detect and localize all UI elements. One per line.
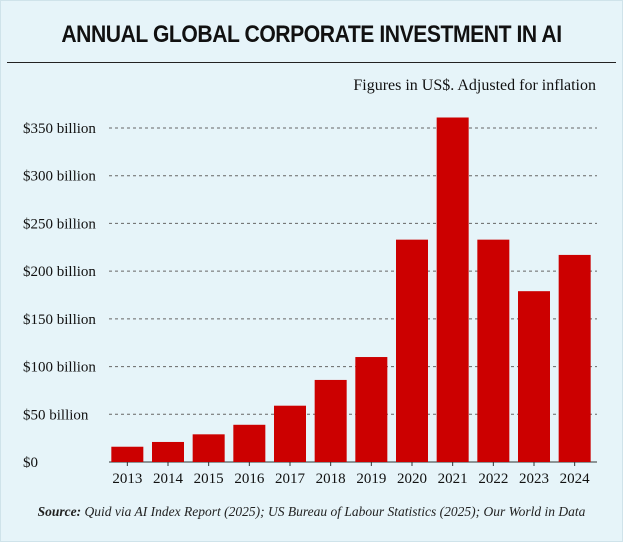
y-tick-label: $300 billion (23, 169, 96, 185)
bar-chart: $0 $50 billion $100 billion $150 billion $20… (23, 117, 597, 487)
y-tick-label: $150 billion (23, 312, 96, 328)
chart-title: ANNUAL GLOBAL CORPORATE INVESTMENT IN AI (61, 21, 562, 48)
y-tick-label: $100 billion (23, 360, 96, 376)
bar-2019 (355, 357, 388, 462)
bar-2016 (233, 424, 266, 462)
bar-2018 (314, 379, 347, 462)
x-tick-label: 2018 (316, 471, 346, 487)
source-text: Quid via AI Index Report (2025); US Bure… (81, 504, 586, 519)
bar-2020 (396, 239, 428, 462)
x-tick-label: 2023 (519, 471, 549, 487)
bar-2014 (152, 441, 184, 462)
bar-2024 (558, 254, 591, 462)
chart-subtitle: Figures in US$. Adjusted for inflation (353, 77, 596, 94)
x-tick-label: 2016 (234, 471, 265, 487)
y-axis-ticks: $0 $50 billion $100 billion $150 billion $20… (23, 121, 96, 471)
source-note: Source: Quid via AI Index Report (2025);… (1, 504, 622, 520)
y-tick-label: $350 billion (23, 121, 96, 137)
x-tick-label: 2015 (194, 471, 224, 487)
x-tick-label: 2022 (478, 471, 508, 487)
bar-2021 (436, 117, 469, 462)
y-tick-label: $250 billion (23, 216, 96, 232)
x-tick-label: 2019 (356, 471, 386, 487)
source-label: Source: (37, 504, 82, 519)
bars (111, 117, 591, 462)
bar-2015 (192, 434, 225, 462)
y-tick-label: $200 billion (23, 264, 96, 280)
y-tick-label: $50 billion (23, 407, 89, 423)
x-tick-label: 2024 (560, 471, 591, 487)
x-tick-label: 2013 (112, 471, 142, 487)
x-tick-label: 2020 (397, 471, 427, 487)
bar-2013 (111, 446, 144, 462)
gridlines (109, 127, 597, 463)
x-axis-ticks: 2013 2014 2015 2016 2017 2018 2019 2020 2021 2022… (112, 462, 590, 487)
x-tick-label: 2017 (275, 471, 306, 487)
y-tick-label: $0 (23, 455, 38, 471)
bar-2022 (477, 239, 510, 462)
x-tick-label: 2014 (153, 471, 184, 487)
bar-2023 (518, 291, 550, 462)
x-tick-label: 2021 (438, 471, 468, 487)
bar-2017 (274, 405, 306, 462)
title-divider (7, 62, 616, 63)
